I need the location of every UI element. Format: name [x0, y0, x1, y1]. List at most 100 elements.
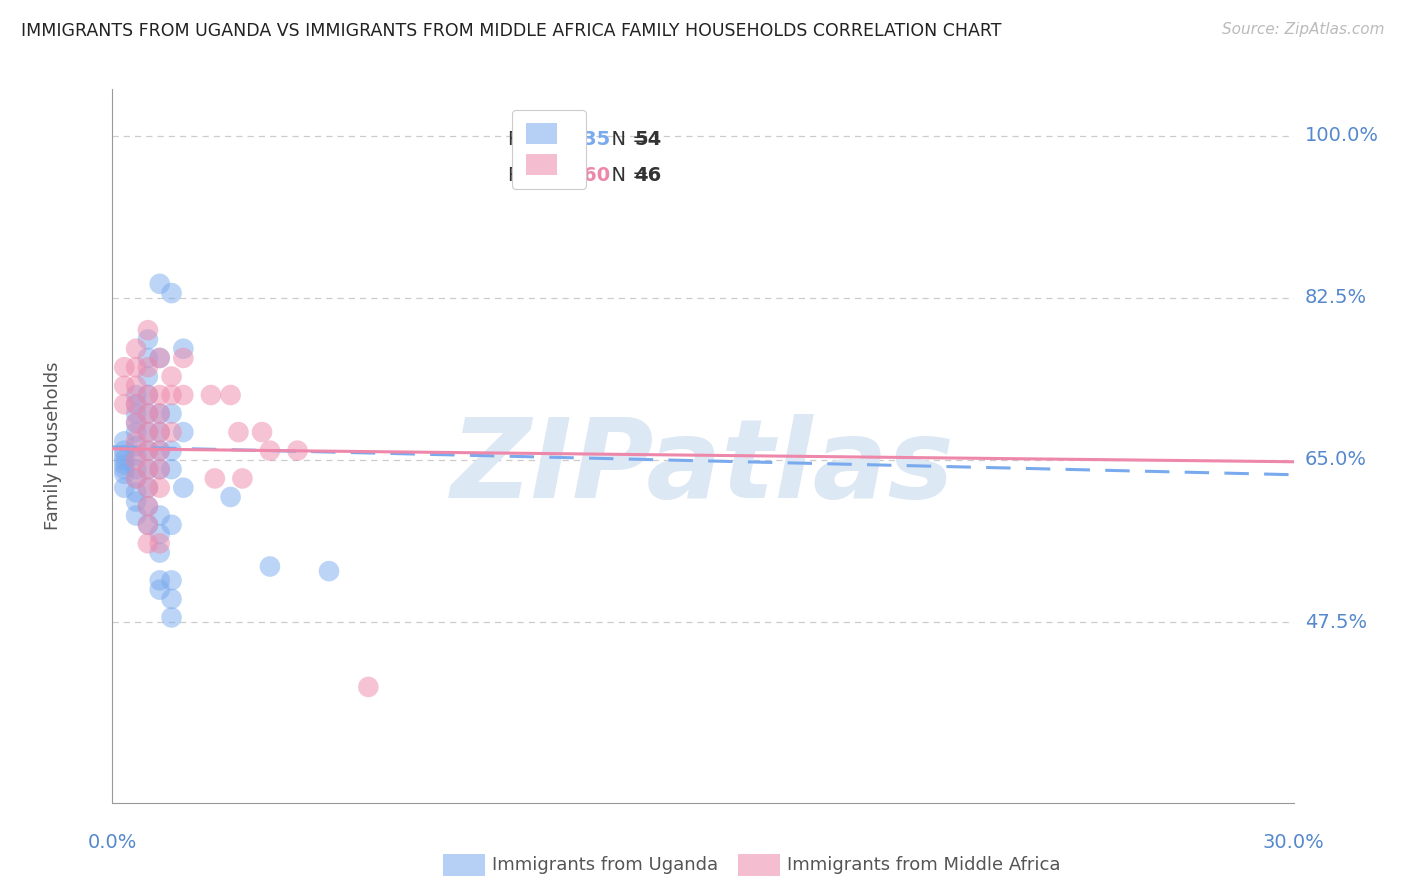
Point [160, 610, 183, 624]
Text: -0.060: -0.060 [541, 166, 610, 185]
Point [125, 448, 148, 462]
Point [250, 425, 273, 439]
Text: 82.5%: 82.5% [1305, 288, 1367, 307]
Point [149, 388, 172, 402]
Point [112, 360, 135, 375]
Point [172, 342, 194, 356]
Point [125, 434, 148, 449]
Text: 0.0%: 0.0% [87, 833, 138, 853]
Point [318, 564, 340, 578]
Point [149, 527, 172, 541]
Point [125, 453, 148, 467]
Point [160, 574, 183, 588]
Point [125, 416, 148, 430]
Point [160, 443, 183, 458]
Point [136, 369, 159, 384]
Point [136, 425, 159, 439]
Text: R =: R = [508, 166, 551, 185]
Point [136, 500, 159, 514]
Point [112, 443, 135, 458]
Point [149, 277, 172, 291]
Text: N =: N = [599, 130, 655, 149]
Point [204, 471, 226, 485]
Text: 100.0%: 100.0% [1305, 126, 1379, 145]
Point [136, 351, 159, 365]
Point [160, 462, 183, 476]
Point [136, 462, 159, 476]
Point [125, 471, 148, 485]
Point [172, 388, 194, 402]
Legend: , : , [512, 110, 586, 189]
Text: N =: N = [599, 166, 655, 185]
Point [149, 407, 172, 421]
Point [149, 351, 172, 365]
Text: Source: ZipAtlas.com: Source: ZipAtlas.com [1222, 22, 1385, 37]
Text: IMMIGRANTS FROM UGANDA VS IMMIGRANTS FROM MIDDLE AFRICA FAMILY HOUSEHOLDS CORREL: IMMIGRANTS FROM UGANDA VS IMMIGRANTS FRO… [21, 22, 1001, 40]
Point [125, 425, 148, 439]
Text: 46: 46 [634, 166, 662, 185]
Point [231, 471, 253, 485]
Point [149, 462, 172, 476]
Point [160, 425, 183, 439]
Point [125, 439, 148, 453]
Point [172, 351, 194, 365]
Point [136, 462, 159, 476]
Point [125, 378, 148, 392]
Point [125, 416, 148, 430]
Point [125, 397, 148, 411]
Point [125, 397, 148, 411]
Point [136, 517, 159, 532]
Point [149, 425, 172, 439]
Point [125, 508, 148, 523]
Point [149, 351, 172, 365]
Point [125, 407, 148, 421]
Point [112, 434, 135, 449]
Point [149, 425, 172, 439]
Point [136, 360, 159, 375]
Text: -0.035: -0.035 [541, 130, 610, 149]
Point [125, 471, 148, 485]
Point [160, 388, 183, 402]
Point [125, 485, 148, 500]
Text: 54: 54 [634, 130, 662, 149]
Point [149, 443, 172, 458]
Point [149, 443, 172, 458]
Point [219, 388, 242, 402]
Point [112, 453, 135, 467]
Point [259, 443, 281, 458]
Point [112, 448, 135, 462]
Point [136, 443, 159, 458]
Point [149, 574, 172, 588]
Point [112, 378, 135, 392]
Point [125, 494, 148, 508]
Point [160, 517, 183, 532]
Point [136, 481, 159, 495]
Point [136, 333, 159, 347]
Point [136, 536, 159, 550]
Point [125, 462, 148, 476]
Point [112, 481, 135, 495]
Point [112, 458, 135, 472]
Point [136, 323, 159, 337]
Point [160, 407, 183, 421]
Point [136, 481, 159, 495]
Point [149, 545, 172, 559]
Point [228, 425, 250, 439]
Point [112, 462, 135, 476]
Point [149, 536, 172, 550]
Point [149, 481, 172, 495]
Text: Immigrants from Middle Africa: Immigrants from Middle Africa [787, 856, 1062, 874]
Point [136, 407, 159, 421]
Point [160, 591, 183, 606]
Point [136, 388, 159, 402]
Point [149, 407, 172, 421]
Point [287, 443, 309, 458]
Point [160, 369, 183, 384]
Point [125, 342, 148, 356]
Text: ZIPatlas: ZIPatlas [451, 414, 955, 521]
Point [136, 425, 159, 439]
Point [219, 490, 242, 504]
Text: Family Households: Family Households [45, 362, 62, 530]
Text: 65.0%: 65.0% [1305, 450, 1367, 469]
Point [200, 388, 222, 402]
